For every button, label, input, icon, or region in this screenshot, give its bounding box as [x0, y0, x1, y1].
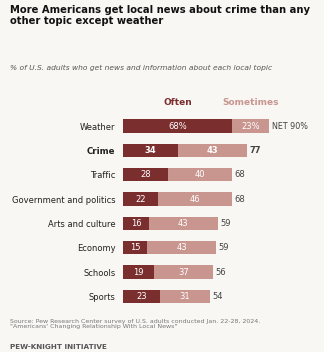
Bar	[147, 241, 216, 254]
Text: 46: 46	[190, 195, 201, 203]
Text: 43: 43	[176, 243, 187, 252]
Text: 34: 34	[145, 146, 156, 155]
Bar	[149, 217, 218, 230]
Text: % of U.S. adults who get news and information about each local topic: % of U.S. adults who get news and inform…	[10, 65, 272, 71]
Bar	[168, 168, 232, 181]
Text: 23%: 23%	[241, 121, 260, 131]
Bar	[123, 119, 232, 133]
Bar	[123, 144, 178, 157]
Bar	[158, 192, 232, 206]
Bar	[123, 290, 160, 303]
Text: 59: 59	[220, 219, 231, 228]
Text: Often: Often	[163, 98, 192, 107]
Bar	[123, 265, 154, 279]
Text: 56: 56	[215, 268, 226, 277]
Text: 16: 16	[131, 219, 141, 228]
Text: PEW-KNIGHT INITIATIVE: PEW-KNIGHT INITIATIVE	[10, 344, 107, 350]
Bar	[123, 168, 168, 181]
Text: 37: 37	[178, 268, 189, 277]
Text: 15: 15	[130, 243, 140, 252]
Text: 54: 54	[212, 292, 223, 301]
Bar	[123, 192, 158, 206]
Text: 28: 28	[140, 170, 151, 179]
Text: Source: Pew Research Center survey of U.S. adults conducted Jan. 22-28, 2024.
"A: Source: Pew Research Center survey of U.…	[10, 319, 260, 329]
Text: 59: 59	[219, 243, 229, 252]
Text: 68%: 68%	[168, 121, 187, 131]
Bar	[178, 144, 247, 157]
Text: 77: 77	[249, 146, 260, 155]
Text: 19: 19	[133, 268, 144, 277]
Bar	[154, 265, 213, 279]
Text: 68: 68	[235, 170, 245, 179]
Bar	[160, 290, 210, 303]
Text: More Americans get local news about crime than any: More Americans get local news about crim…	[10, 5, 310, 15]
Text: 31: 31	[179, 292, 190, 301]
Text: other topic except weather: other topic except weather	[10, 16, 163, 26]
Text: NET 90%: NET 90%	[272, 121, 307, 131]
Text: 22: 22	[135, 195, 146, 203]
Text: 68: 68	[235, 195, 245, 203]
Text: 43: 43	[206, 146, 218, 155]
Bar	[123, 241, 147, 254]
Bar	[123, 217, 149, 230]
Bar	[232, 119, 269, 133]
Text: 40: 40	[195, 170, 205, 179]
Text: Sometimes: Sometimes	[223, 98, 279, 107]
Text: 43: 43	[178, 219, 189, 228]
Text: 23: 23	[136, 292, 147, 301]
